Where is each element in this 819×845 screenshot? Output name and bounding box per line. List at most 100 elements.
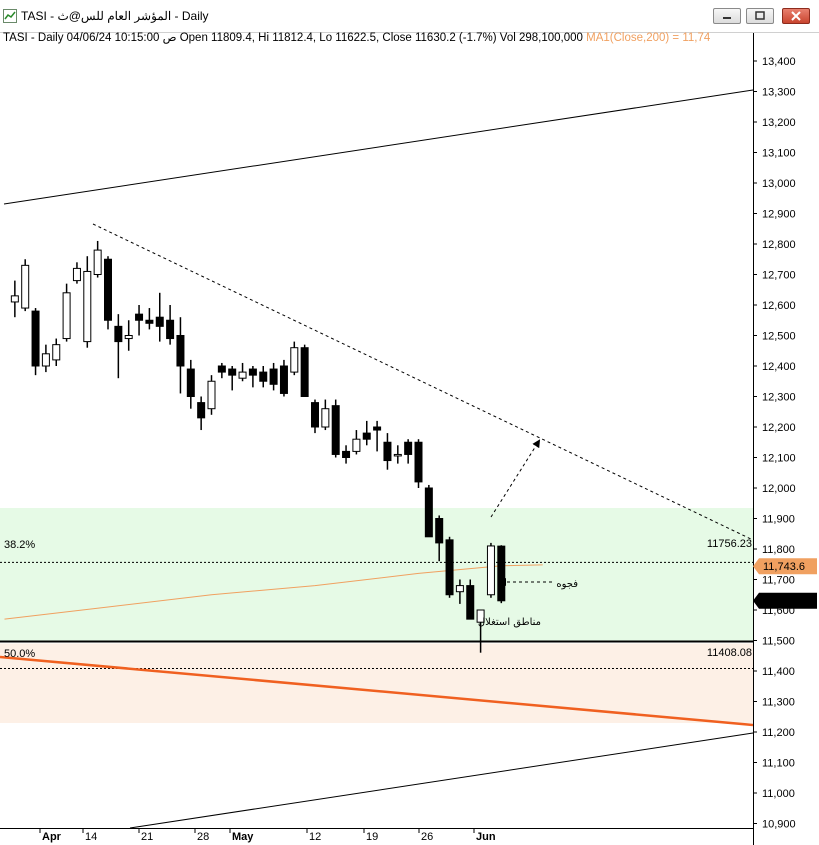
candle[interactable] — [321, 399, 330, 431]
candle[interactable] — [497, 545, 506, 604]
price-axis[interactable]: 13,400 13,300 13,200 13,100 13,000 12,900 12,8… — [753, 32, 819, 845]
candle[interactable] — [373, 420, 382, 452]
candle-body-down — [362, 432, 371, 440]
price-tick-label: 13,300 — [762, 87, 796, 99]
price-tick-label: 12,200 — [762, 422, 796, 434]
exploitation-zones-label: مناطق استغلال — [478, 617, 541, 628]
candle-body-up — [238, 371, 247, 379]
candle[interactable] — [52, 338, 61, 366]
ohlc-info-line: TASI - Daily 04/06/24 10:15:00 ص Open 11… — [3, 30, 710, 44]
candle-body-down — [259, 371, 268, 382]
candle[interactable] — [197, 396, 206, 431]
candle[interactable] — [424, 484, 433, 538]
candle-body-up — [10, 295, 19, 303]
price-tick-label: 12,700 — [762, 270, 796, 282]
candle-body-down — [342, 450, 351, 458]
candle[interactable] — [135, 305, 144, 336]
candle[interactable] — [145, 308, 154, 330]
minimize-icon — [723, 17, 731, 19]
candle[interactable] — [269, 362, 278, 391]
candle-body-down — [104, 258, 112, 321]
candle[interactable] — [486, 542, 495, 598]
candle-body-up — [52, 344, 61, 361]
candle[interactable] — [93, 240, 102, 278]
candle[interactable] — [259, 366, 268, 388]
restore-icon — [755, 11, 765, 20]
candle-body-up — [486, 545, 495, 596]
candle-body-down — [269, 368, 278, 385]
candle[interactable] — [41, 344, 50, 373]
candle[interactable] — [10, 280, 19, 318]
candle[interactable] — [21, 259, 30, 312]
window-titlebar[interactable]: TASI - المؤشر العام للس@ث - Daily — [0, 0, 819, 33]
candle[interactable] — [414, 439, 423, 488]
candle[interactable] — [72, 262, 81, 284]
candle[interactable] — [124, 320, 133, 351]
price-tick-label: 13,200 — [762, 117, 796, 129]
price-tick-label: 11,000 — [762, 788, 795, 800]
candle[interactable] — [362, 420, 371, 446]
minimize-button[interactable] — [713, 8, 741, 24]
date-tick-label: May — [232, 831, 254, 843]
candle[interactable] — [455, 579, 464, 604]
window-title: TASI - المؤشر العام للس@ث - Daily — [21, 9, 209, 23]
candle[interactable] — [166, 305, 175, 345]
ohlc-text: TASI - Daily 04/06/24 10:15:00 ص Open 11… — [3, 32, 583, 44]
candle-body-down — [300, 347, 309, 398]
candle[interactable] — [155, 292, 164, 342]
candle[interactable] — [186, 359, 195, 409]
candle[interactable] — [404, 439, 413, 464]
candle[interactable] — [31, 308, 40, 376]
price-tick-label: 11,900 — [762, 514, 795, 526]
candle[interactable] — [238, 362, 247, 382]
price-axis-bg — [753, 44, 819, 828]
candle[interactable] — [331, 399, 340, 458]
price-tick-label: 12,900 — [762, 209, 796, 221]
candle-body-down — [145, 319, 154, 324]
candle[interactable] — [217, 362, 226, 379]
restore-button[interactable] — [746, 8, 774, 24]
candle[interactable] — [342, 445, 351, 464]
candle[interactable] — [114, 314, 123, 379]
candle[interactable] — [393, 445, 402, 464]
candle[interactable] — [83, 256, 92, 348]
candle-body-up — [21, 264, 30, 309]
candle[interactable] — [466, 579, 475, 620]
candle[interactable] — [352, 430, 361, 455]
date-axis[interactable]: Apr 14 21 28 May 12 19 26 Jun — [0, 828, 753, 845]
candle[interactable] — [300, 344, 309, 398]
candle[interactable] — [435, 515, 444, 562]
close-button[interactable] — [782, 8, 810, 24]
candle[interactable] — [62, 283, 71, 342]
fib-50-value: 11408.08 — [707, 647, 752, 659]
candle[interactable] — [279, 359, 288, 397]
candle[interactable] — [176, 317, 185, 394]
candle[interactable] — [383, 433, 392, 470]
candlesticks[interactable] — [10, 240, 506, 653]
candle[interactable] — [207, 375, 216, 415]
candle[interactable] — [311, 399, 319, 434]
candle[interactable] — [228, 366, 237, 391]
chart-app-icon — [3, 9, 17, 23]
ma-price-tag: 11,743.6 — [753, 558, 817, 575]
candle-body-up — [321, 408, 330, 428]
candle-body-down — [435, 518, 444, 544]
date-tick-label: 12 — [309, 831, 321, 843]
candle[interactable] — [290, 341, 299, 376]
price-tick-label: 11,800 — [762, 544, 795, 556]
candle[interactable] — [445, 536, 454, 598]
price-tick-label: 13,100 — [762, 148, 796, 160]
lower-channel-line — [129, 732, 754, 829]
candle-body-down — [424, 487, 433, 538]
orange-zone — [0, 643, 753, 723]
candle-body-down — [497, 545, 506, 602]
candle-body-up — [83, 270, 92, 343]
candle[interactable] — [476, 609, 485, 653]
date-tick-label: 28 — [197, 831, 209, 843]
candle-body-up — [352, 438, 361, 452]
candle[interactable] — [104, 256, 112, 330]
candle-body-up — [290, 347, 299, 373]
candle[interactable] — [248, 366, 257, 388]
upper-channel-line — [3, 89, 754, 205]
